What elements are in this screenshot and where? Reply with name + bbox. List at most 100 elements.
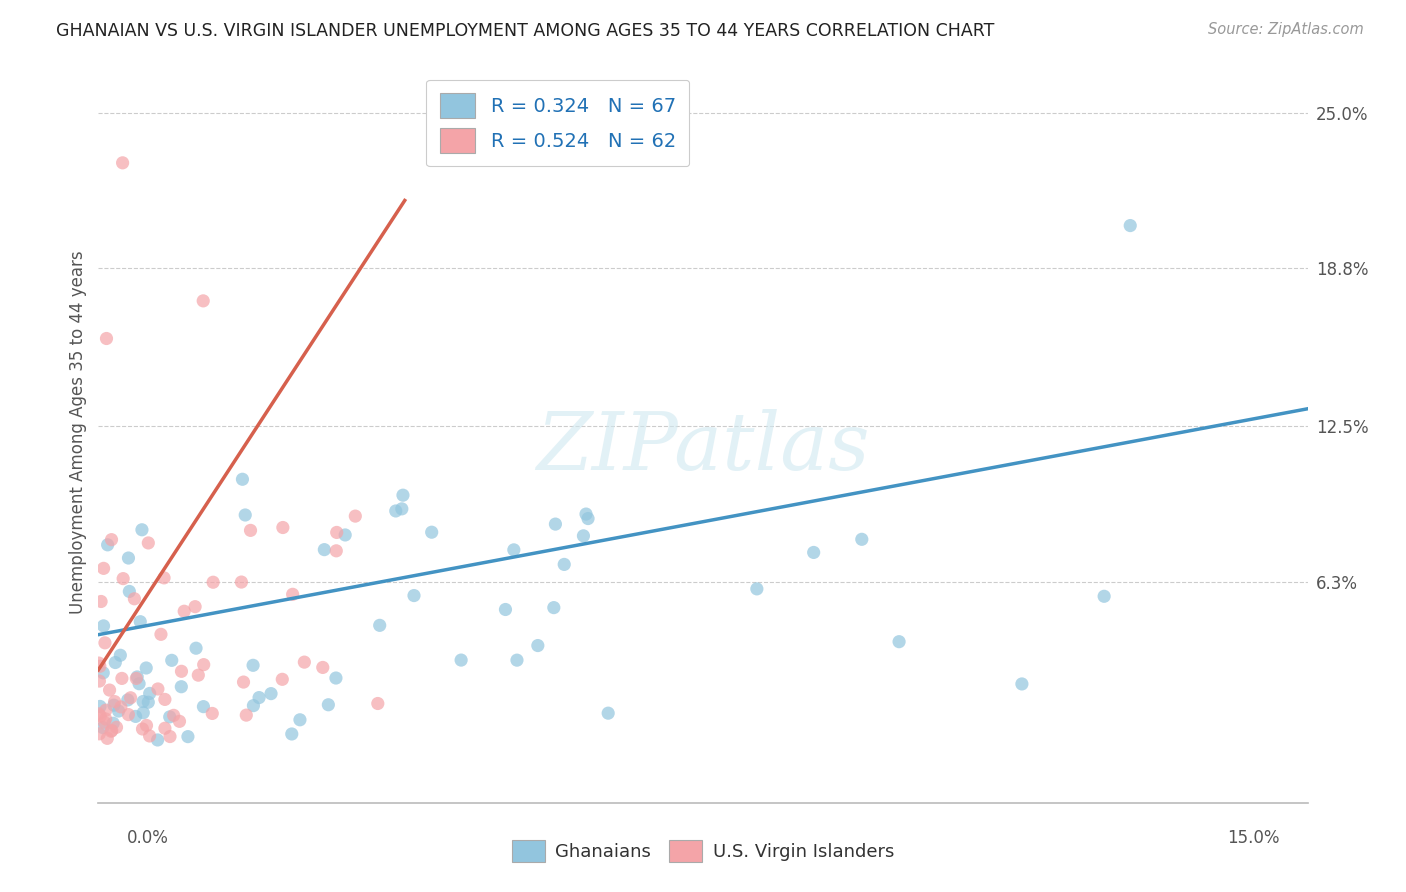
Point — [193, 293, 215, 308]
Legend: R = 0.324   N = 67, R = 0.524   N = 62: R = 0.324 N = 67, R = 0.524 N = 62 — [426, 79, 689, 167]
Point — [202, 575, 225, 590]
Point — [169, 714, 191, 729]
Point — [97, 538, 120, 552]
Point — [325, 525, 347, 540]
Text: Source: ZipAtlas.com: Source: ZipAtlas.com — [1208, 22, 1364, 37]
Point — [124, 709, 146, 723]
Point — [105, 720, 128, 734]
Point — [312, 660, 335, 674]
Point — [87, 656, 110, 670]
Point — [91, 665, 114, 680]
Point — [110, 648, 132, 663]
Point — [91, 721, 114, 735]
Point — [93, 715, 115, 730]
Point — [110, 700, 132, 714]
Point — [450, 653, 472, 667]
Point — [851, 533, 873, 547]
Point — [247, 690, 270, 705]
Point — [89, 727, 111, 741]
Point — [111, 156, 134, 170]
Point — [163, 708, 186, 723]
Point — [391, 501, 413, 516]
Point — [231, 472, 253, 486]
Point — [104, 695, 127, 709]
Point — [153, 692, 176, 706]
Point — [118, 584, 141, 599]
Point — [87, 706, 110, 721]
Point — [100, 724, 122, 739]
Point — [292, 655, 315, 669]
Point — [598, 706, 620, 721]
Point — [159, 710, 181, 724]
Point — [201, 706, 224, 721]
Point — [553, 558, 575, 572]
Point — [576, 511, 599, 525]
Point — [98, 683, 121, 698]
Point — [100, 723, 122, 738]
Point — [89, 674, 111, 689]
Point — [803, 545, 825, 559]
Point — [131, 523, 153, 537]
Point — [159, 730, 181, 744]
Point — [94, 703, 117, 717]
Point — [120, 690, 142, 705]
Point — [103, 698, 125, 713]
Point — [112, 572, 135, 586]
Text: ZIPatlas: ZIPatlas — [536, 409, 870, 486]
Y-axis label: Unemployment Among Ages 35 to 44 years: Unemployment Among Ages 35 to 44 years — [69, 251, 87, 615]
Point — [1011, 677, 1033, 691]
Point — [93, 619, 115, 633]
Point — [170, 680, 193, 694]
Point — [136, 536, 159, 550]
Point — [271, 673, 294, 687]
Point — [281, 587, 304, 601]
Point — [187, 668, 209, 682]
Point — [94, 636, 117, 650]
Point — [288, 713, 311, 727]
Point — [124, 591, 146, 606]
Point — [96, 731, 118, 746]
Text: 0.0%: 0.0% — [127, 829, 169, 847]
Point — [100, 533, 122, 547]
Point — [153, 721, 176, 735]
Text: 15.0%: 15.0% — [1227, 829, 1279, 847]
Point — [90, 594, 112, 608]
Point — [146, 681, 169, 696]
Point — [131, 722, 153, 736]
Point — [138, 729, 160, 743]
Point — [103, 716, 125, 731]
Point — [153, 571, 176, 585]
Point — [94, 712, 117, 726]
Point — [271, 520, 294, 534]
Point — [260, 687, 283, 701]
Point — [146, 733, 169, 747]
Point — [107, 704, 129, 718]
Point — [132, 706, 155, 720]
Point — [132, 694, 155, 708]
Point — [160, 653, 183, 667]
Point — [239, 524, 262, 538]
Point — [193, 657, 215, 672]
Point — [128, 677, 150, 691]
Point — [233, 508, 256, 522]
Point — [125, 672, 148, 686]
Point — [384, 504, 406, 518]
Point — [135, 661, 157, 675]
Point — [127, 670, 149, 684]
Point — [184, 641, 207, 656]
Point — [193, 699, 215, 714]
Point — [544, 517, 567, 532]
Point — [506, 653, 529, 667]
Point — [281, 727, 304, 741]
Point — [502, 542, 524, 557]
Point — [420, 525, 443, 540]
Point — [1092, 589, 1115, 603]
Point — [170, 665, 193, 679]
Point — [527, 639, 550, 653]
Point — [93, 561, 115, 575]
Point — [177, 730, 200, 744]
Point — [104, 656, 127, 670]
Point — [89, 659, 111, 673]
Point — [96, 331, 118, 345]
Point — [242, 658, 264, 673]
